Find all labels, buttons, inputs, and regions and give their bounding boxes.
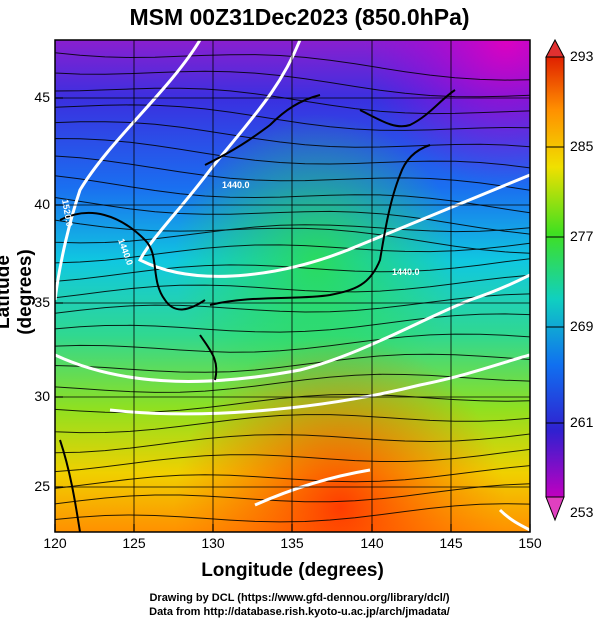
x-tick-label: 125	[122, 535, 146, 551]
streamline	[55, 219, 530, 254]
streamline	[55, 48, 530, 81]
streamline	[55, 393, 530, 414]
colorbar-tick-label: 269	[570, 318, 594, 334]
y-tick-label: 35	[34, 294, 50, 310]
temperature-field	[55, 40, 530, 532]
colorbar-tick-label: 261	[570, 414, 594, 430]
colorbar-tick-label: 285	[570, 138, 594, 154]
streamline	[55, 196, 530, 235]
streamline	[55, 503, 530, 523]
streamline	[55, 224, 530, 244]
colorbar	[545, 38, 565, 522]
coastlines	[59, 89, 456, 532]
x-tick-label: 130	[201, 535, 225, 551]
x-tick-label: 120	[43, 535, 67, 551]
x-tick-label: 150	[518, 535, 542, 551]
colorbar-max-arrow	[545, 38, 565, 58]
streamline	[55, 433, 530, 454]
chart-title: MSM 00Z31Dec2023 (850.0hPa)	[129, 4, 470, 30]
streamline	[55, 86, 530, 115]
colorbar-tick-label: 253	[570, 504, 594, 520]
streamline	[55, 274, 530, 299]
streamline	[55, 175, 530, 214]
streamline	[55, 137, 530, 169]
y-tick-label: 30	[34, 388, 50, 404]
streamline	[55, 483, 530, 505]
streamline	[55, 333, 530, 353]
streamline	[55, 242, 530, 264]
colorbar-tick-label: 277	[570, 228, 594, 244]
y-tick-label: 45	[34, 89, 50, 105]
streamline	[55, 465, 530, 489]
height-contours	[55, 40, 530, 532]
streamline	[55, 104, 530, 131]
streamline	[55, 258, 530, 282]
x-axis-label: Longitude (degrees)	[201, 560, 384, 581]
y-tick-label: 25	[34, 478, 50, 494]
x-tick-label: 145	[439, 535, 463, 551]
streamline	[55, 155, 530, 191]
colorbar-min-arrow	[545, 496, 565, 522]
streamline	[55, 121, 530, 148]
streamline	[55, 414, 530, 434]
contour-label: 1440.0	[392, 267, 420, 277]
x-tick-label: 135	[280, 535, 304, 551]
grid-lines	[55, 40, 530, 532]
streamline	[55, 313, 530, 333]
streamline	[55, 373, 530, 393]
y-tick-label: 40	[34, 196, 50, 212]
contour-label: 1440.0	[222, 180, 250, 190]
x-tick-label: 140	[360, 535, 384, 551]
streamline	[55, 448, 530, 473]
colorbar-tick-label: 293	[570, 48, 594, 64]
credit-drawing: Drawing by DCL (https://www.gfd-dennou.o…	[149, 592, 450, 604]
contour-label: 1520.0	[60, 199, 75, 228]
streamline	[55, 353, 530, 373]
axis-ticks	[54, 97, 531, 532]
credit-data: Data from http://database.rish.kyoto-u.a…	[149, 606, 450, 618]
streamline	[55, 293, 530, 314]
